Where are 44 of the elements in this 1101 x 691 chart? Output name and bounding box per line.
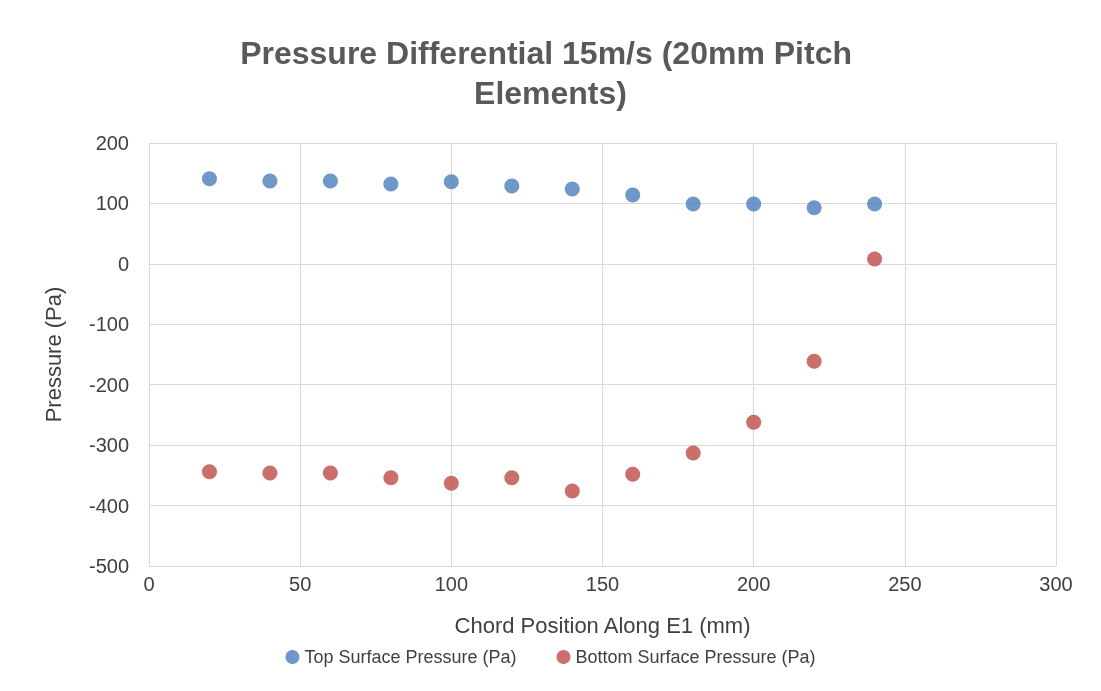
x-tick-label: 250 [888, 573, 922, 595]
point [806, 200, 822, 216]
point [443, 174, 459, 190]
x-tick-label: 300 [1039, 573, 1073, 595]
point [443, 475, 459, 491]
point [746, 414, 762, 430]
x-tick-label: 50 [289, 573, 312, 595]
point [867, 251, 883, 267]
chart-title: Pressure Differential 15m/s (20mm Pitch Elements) [240, 35, 861, 111]
point [262, 173, 278, 189]
point [262, 465, 278, 481]
x-tick-label: 200 [736, 573, 771, 595]
point [201, 464, 217, 480]
y-tick-label: 0 [117, 252, 129, 275]
point [625, 466, 641, 482]
legend-label: Bottom Surface Pressure (Pa) [575, 647, 816, 667]
y-tick-label: -500 [88, 555, 129, 577]
x-tick-label: 0 [143, 573, 155, 595]
y-tick-label: -400 [88, 494, 129, 517]
x-tick-label: 150 [585, 573, 620, 595]
point [625, 187, 641, 203]
y-tick-label: 100 [95, 192, 129, 215]
point [867, 196, 883, 212]
point [746, 196, 762, 212]
y-tick-label: 200 [95, 132, 129, 154]
point [564, 483, 580, 499]
point [504, 178, 520, 194]
point [564, 181, 580, 197]
y-tick-label: -300 [88, 434, 129, 457]
legend-label: Top Surface Pressure (Pa) [304, 647, 517, 667]
point [322, 173, 338, 189]
point [322, 465, 338, 481]
x-tick-label: 100 [434, 573, 469, 595]
point [504, 470, 520, 486]
point [806, 353, 822, 369]
point [383, 470, 399, 486]
y-tick-label: -200 [88, 373, 129, 396]
x-axis-title: Chord Position Along E1 (mm) [454, 612, 751, 638]
y-axis-title: Pressure (Pa) [40, 286, 66, 423]
point [383, 176, 399, 192]
y-tick-label: -100 [88, 313, 129, 336]
point [685, 196, 701, 212]
point [685, 445, 701, 461]
point [201, 171, 217, 187]
